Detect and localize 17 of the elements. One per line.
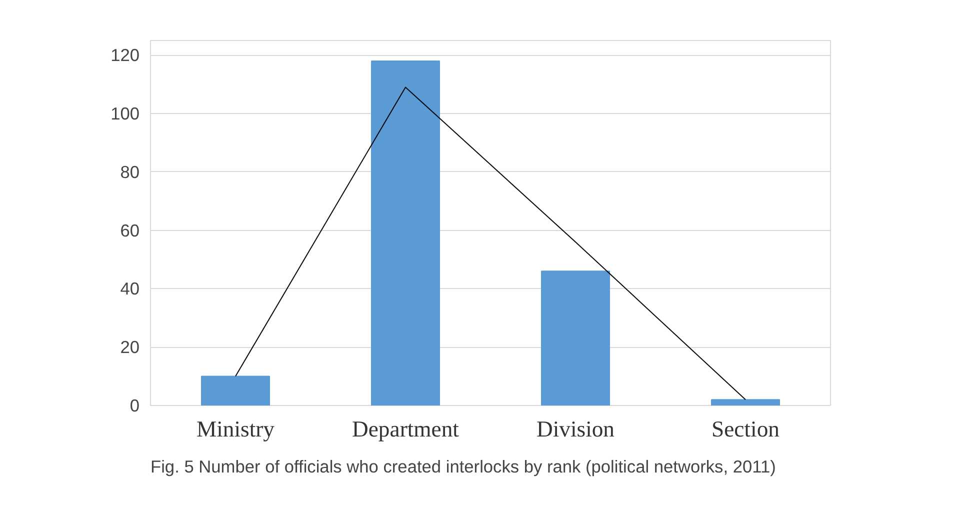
y-tick-label: 20 bbox=[120, 337, 140, 358]
y-tick-label: 120 bbox=[110, 45, 140, 66]
bar bbox=[201, 376, 270, 406]
y-tick-label: 80 bbox=[120, 162, 140, 182]
y-tick-label: 100 bbox=[110, 104, 140, 124]
caption: Fig. 5 Number of officials who created interlocks by rank (political networks, 2011) bbox=[150, 456, 776, 476]
x-tick-label: Ministry bbox=[196, 416, 276, 442]
bar bbox=[371, 60, 440, 406]
line-series bbox=[235, 86, 746, 400]
y-tick-label: 0 bbox=[130, 396, 140, 416]
x-tick-label: Department bbox=[352, 416, 460, 442]
bar bbox=[711, 399, 780, 406]
y-tick-label: 40 bbox=[120, 278, 140, 299]
y-tick-label: 60 bbox=[120, 220, 140, 240]
bar bbox=[541, 270, 610, 406]
x-tick-label: Section bbox=[712, 416, 780, 442]
x-tick-label: Division bbox=[536, 416, 615, 442]
